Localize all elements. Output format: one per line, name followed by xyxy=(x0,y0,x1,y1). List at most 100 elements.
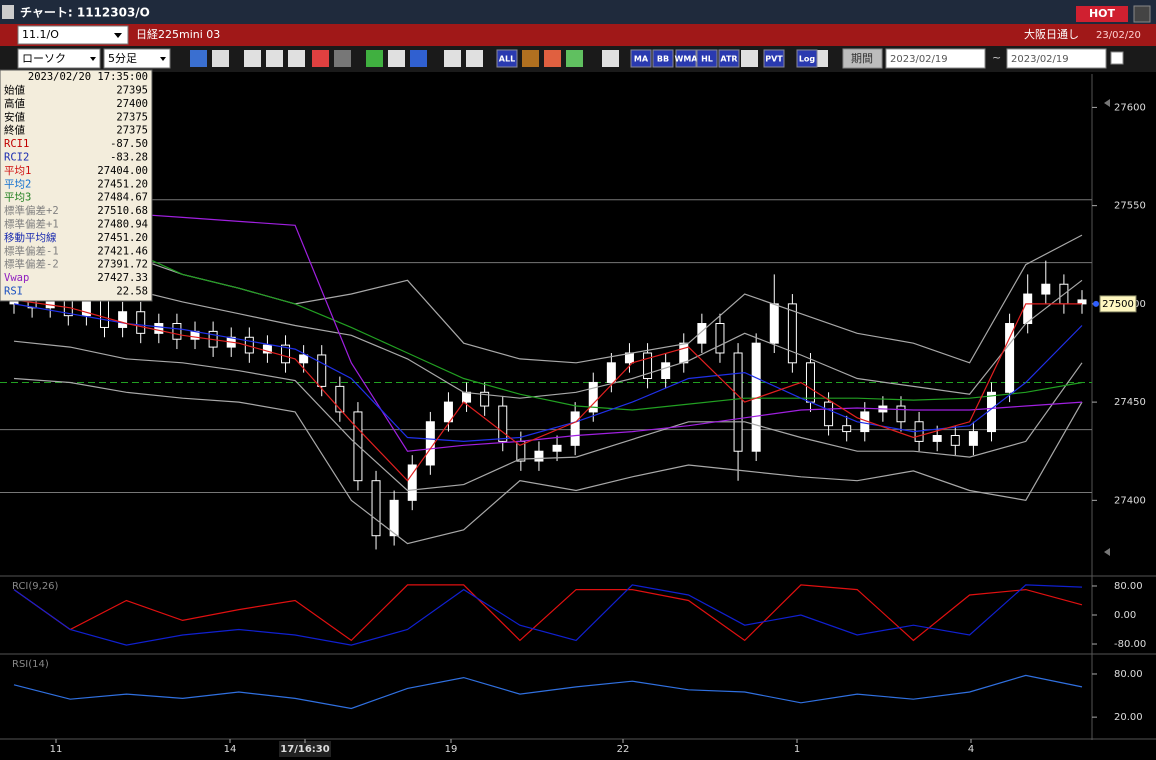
y-tick-label: 80.00 xyxy=(1114,669,1143,680)
to-date[interactable] xyxy=(1006,48,1107,69)
x-tick-label: 19 xyxy=(445,744,458,755)
symbol-select[interactable] xyxy=(17,25,129,45)
info-value: -87.50 xyxy=(110,138,148,150)
info-label: 安値 xyxy=(4,110,25,123)
hot-button[interactable] xyxy=(1076,6,1128,22)
y-tick-label: 27550 xyxy=(1114,201,1146,212)
tool-icon[interactable] xyxy=(288,50,305,67)
indicator-line xyxy=(13,584,1083,646)
tool-icon[interactable] xyxy=(334,50,351,67)
panel-title: RCI(9,26) xyxy=(12,581,59,592)
candle-body xyxy=(136,311,146,334)
info-label: RSI xyxy=(4,286,23,298)
info-value: 27451.20 xyxy=(97,178,148,190)
from-date[interactable] xyxy=(885,48,986,69)
info-value: 27404.00 xyxy=(97,165,148,177)
candle-body xyxy=(950,435,960,446)
to-date-text[interactable]: 2023/02/19 xyxy=(1011,54,1069,65)
info-label: 移動平均線 xyxy=(4,231,57,244)
indicator-button[interactable] xyxy=(696,49,718,68)
info-value: 27375 xyxy=(116,125,148,137)
candle-body xyxy=(172,323,182,340)
setting-icon[interactable] xyxy=(522,50,539,67)
indicator-button-label[interactable]: HL xyxy=(701,55,713,64)
chart-type-select[interactable] xyxy=(17,48,101,69)
draw-icon[interactable] xyxy=(410,50,427,67)
indicator-button-label[interactable]: ALL xyxy=(499,55,515,64)
market-date: 23/02/20 xyxy=(1096,30,1141,41)
info-value: -83.28 xyxy=(110,152,148,164)
indicator-button-label[interactable]: PVT xyxy=(765,55,783,64)
setting-icon[interactable] xyxy=(544,50,561,67)
candle-body xyxy=(733,352,743,452)
y-tick-label: 27600 xyxy=(1114,102,1146,113)
candle-body xyxy=(661,362,671,380)
x-tick-label: 4 xyxy=(968,744,974,755)
draw-icon[interactable] xyxy=(366,50,383,67)
indicator-button[interactable] xyxy=(630,49,652,68)
tool-icon[interactable] xyxy=(312,50,329,67)
candle-body xyxy=(534,450,544,462)
symbol-code[interactable]: 11.1/O xyxy=(22,28,59,41)
period-button[interactable] xyxy=(842,48,883,69)
zoom-icon[interactable] xyxy=(190,50,207,67)
close-button[interactable] xyxy=(1133,5,1151,23)
indicator-button-label[interactable]: MA xyxy=(634,55,649,64)
candle-body xyxy=(769,303,779,344)
toolbar-icons xyxy=(190,50,828,67)
indicator-button[interactable] xyxy=(718,49,740,68)
tool-icon[interactable] xyxy=(444,50,461,67)
draw-icon[interactable] xyxy=(388,50,405,67)
candle-body xyxy=(588,381,598,413)
interval-select[interactable] xyxy=(103,48,171,69)
candle-body xyxy=(317,354,327,387)
tool-icon[interactable] xyxy=(244,50,261,67)
price-tag xyxy=(1099,295,1137,313)
candle-body xyxy=(606,362,616,383)
indicator-button[interactable] xyxy=(675,49,697,68)
candle-body xyxy=(787,303,797,364)
tool-icon[interactable] xyxy=(466,50,483,67)
symbol-bar xyxy=(0,24,1156,46)
interval[interactable]: 5分足 xyxy=(108,52,137,65)
indicator-button[interactable] xyxy=(496,49,518,68)
tool-icon[interactable] xyxy=(266,50,283,67)
info-value: 27427.33 xyxy=(97,272,148,284)
indicator-button-label[interactable]: Log xyxy=(799,55,816,64)
info-value: 27400 xyxy=(116,98,148,110)
candle-body xyxy=(824,401,834,427)
candle-body xyxy=(425,421,435,466)
info-label: 平均3 xyxy=(4,192,31,204)
indicator-icon[interactable] xyxy=(741,50,758,67)
candle-body xyxy=(281,344,291,364)
chart-type[interactable]: ローソク xyxy=(22,52,66,65)
color-icon[interactable] xyxy=(566,50,583,67)
indicator-button[interactable] xyxy=(796,49,818,68)
candle-body xyxy=(389,499,399,537)
indicator-button[interactable] xyxy=(763,49,785,68)
indicator-icon[interactable] xyxy=(602,50,619,67)
title-bar xyxy=(0,0,1156,24)
info-value: 27421.46 xyxy=(97,245,148,257)
hot-label[interactable]: HOT xyxy=(1089,7,1116,20)
indicator-button-label[interactable]: WMA xyxy=(675,55,699,64)
info-value: 27484.67 xyxy=(97,192,148,204)
candle-body xyxy=(643,352,653,380)
dropdown-arrow xyxy=(114,33,122,38)
info-label: RCI2 xyxy=(4,152,29,164)
info-label: 標準偏差+1 xyxy=(4,218,59,231)
indicator-button[interactable] xyxy=(652,49,674,68)
from-date-text[interactable]: 2023/02/19 xyxy=(890,54,948,65)
info-label: 標準偏差-2 xyxy=(4,258,59,271)
indicator-button-label[interactable]: ATR xyxy=(720,55,737,64)
info-label: RCI1 xyxy=(4,138,29,150)
indicator-line xyxy=(13,584,1083,642)
cursor-icon[interactable] xyxy=(212,50,229,67)
info-value: 27510.68 xyxy=(97,205,148,217)
checkbox[interactable] xyxy=(1110,51,1124,65)
info-value: 22.58 xyxy=(116,286,148,298)
indicator-button-label[interactable]: BB xyxy=(657,55,669,64)
info-datetime: 2023/02/20 17:35:00 xyxy=(28,71,148,83)
period-label[interactable]: 期間 xyxy=(851,52,873,65)
